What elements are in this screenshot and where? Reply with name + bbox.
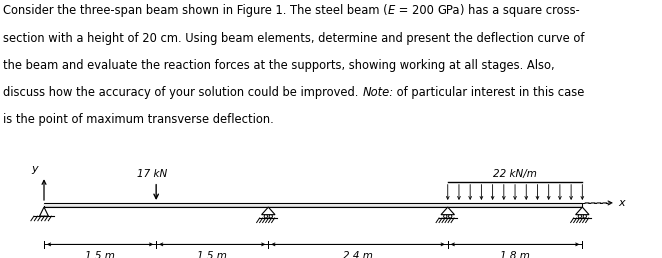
Text: ) has a square cross-: ) has a square cross- [460, 4, 580, 17]
Text: is the point of maximum transverse deflection.: is the point of maximum transverse defle… [3, 113, 274, 126]
Text: = 200: = 200 [395, 4, 438, 17]
Circle shape [449, 215, 452, 218]
Text: GPa: GPa [438, 4, 460, 17]
Text: 1.8 m: 1.8 m [500, 251, 530, 258]
Text: 22 kN/m: 22 kN/m [493, 169, 537, 179]
Text: x: x [618, 198, 625, 208]
Polygon shape [261, 207, 275, 215]
Text: Note:: Note: [362, 86, 393, 99]
Bar [44, 204, 583, 206]
Polygon shape [575, 207, 589, 215]
Circle shape [578, 215, 581, 218]
Polygon shape [441, 207, 455, 215]
Bar [44, 203, 583, 207]
Circle shape [269, 215, 273, 218]
Text: discuss how the accuracy of your solution could be improved.: discuss how the accuracy of your solutio… [3, 86, 362, 99]
Text: of particular interest in this case: of particular interest in this case [393, 86, 585, 99]
Text: section with a height of 20 cm. Using beam elements, determine and present the d: section with a height of 20 cm. Using be… [3, 32, 585, 45]
Text: E: E [388, 4, 395, 17]
Text: y: y [32, 164, 38, 174]
Polygon shape [40, 207, 48, 216]
Circle shape [583, 215, 587, 218]
Text: 1.5 m: 1.5 m [85, 251, 115, 258]
Text: 1.5 m: 1.5 m [197, 251, 227, 258]
Text: the beam and evaluate the reaction forces at the supports, showing working at al: the beam and evaluate the reaction force… [3, 59, 555, 72]
Circle shape [264, 215, 267, 218]
Text: Consider the three-span beam shown in Figure 1. The steel beam (: Consider the three-span beam shown in Fi… [3, 4, 388, 17]
Text: 2.4 m: 2.4 m [343, 251, 373, 258]
Circle shape [444, 215, 447, 218]
Text: 17 kN: 17 kN [137, 170, 167, 180]
